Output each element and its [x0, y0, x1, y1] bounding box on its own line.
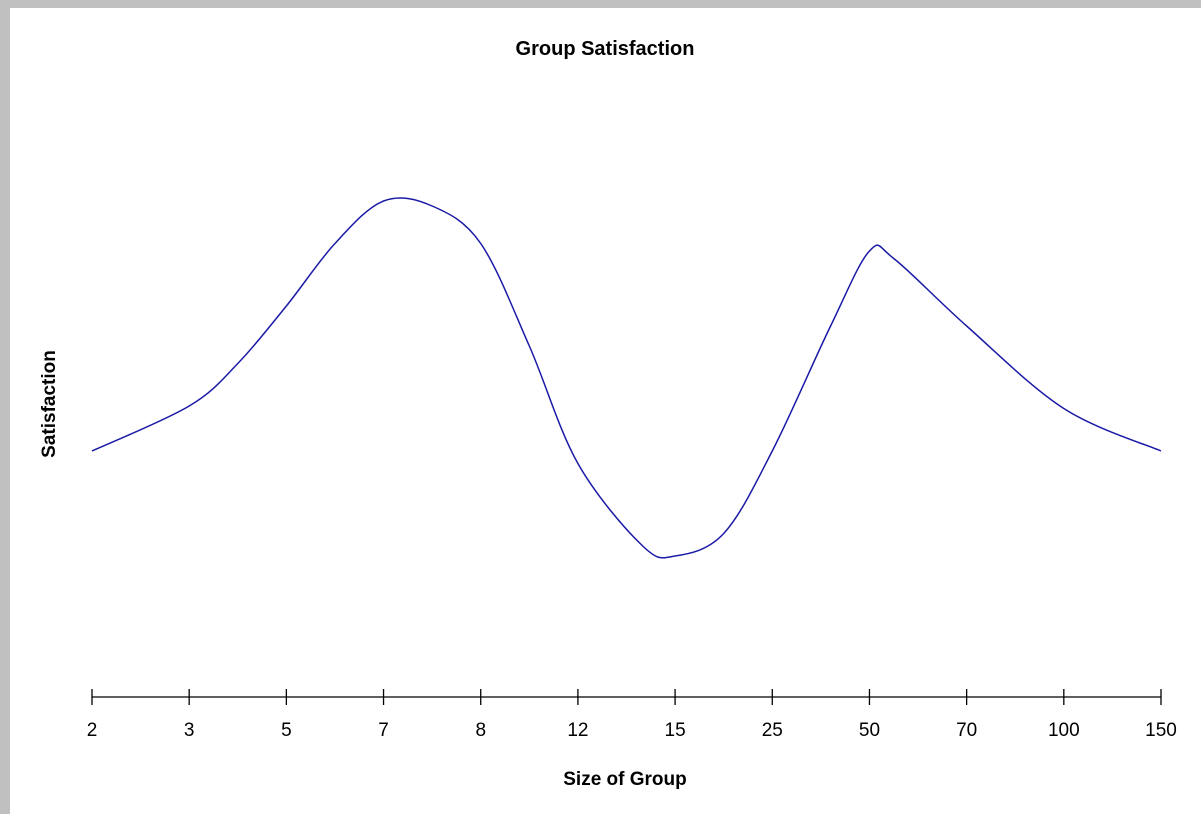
chart-title: Group Satisfaction — [516, 38, 695, 60]
x-tick-label: 70 — [956, 720, 977, 741]
x-tick-label: 100 — [1048, 720, 1080, 741]
series-group — [92, 198, 1161, 558]
y-axis-label: Satisfaction — [39, 350, 60, 458]
x-tick-label: 15 — [665, 720, 686, 741]
x-tick-label: 12 — [567, 720, 588, 741]
chart-panel: Group Satisfaction Satisfaction Size of … — [10, 8, 1201, 814]
x-tick-label: 5 — [281, 720, 292, 741]
x-tick-label: 3 — [184, 720, 195, 741]
x-axis-label: Size of Group — [563, 769, 687, 790]
x-tick-label: 7 — [378, 720, 389, 741]
x-tick-label: 8 — [475, 720, 486, 741]
satisfaction-line — [92, 198, 1161, 558]
x-tick-label: 150 — [1145, 720, 1177, 741]
x-tick-label: 2 — [87, 720, 98, 741]
x-tick-label: 50 — [859, 720, 880, 741]
x-tick-label: 25 — [762, 720, 783, 741]
line-chart: Group Satisfaction Satisfaction Size of … — [10, 8, 1201, 814]
